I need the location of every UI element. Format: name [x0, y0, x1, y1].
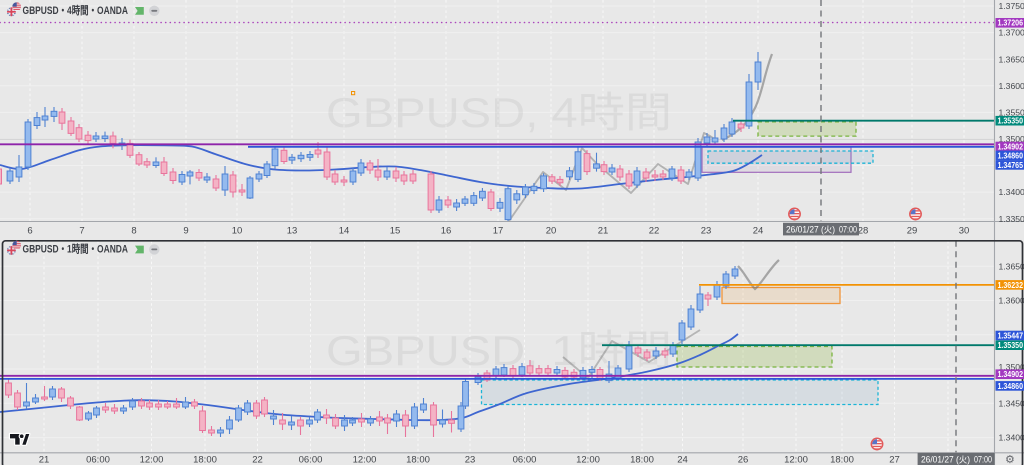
svg-text:23: 23	[701, 226, 712, 237]
svg-text:1.34860: 1.34860	[998, 151, 1024, 160]
svg-text:⚙: ⚙	[1005, 454, 1015, 465]
svg-text:1.34902: 1.34902	[998, 142, 1024, 151]
svg-text:1.35350: 1.35350	[998, 117, 1024, 126]
svg-text:1.36500: 1.36500	[999, 261, 1024, 271]
svg-text:1.37500: 1.37500	[999, 1, 1024, 11]
svg-text:1.34902: 1.34902	[998, 370, 1024, 379]
svg-text:1.36000: 1.36000	[999, 81, 1024, 91]
svg-text:21: 21	[598, 226, 609, 237]
svg-text:28: 28	[858, 226, 869, 237]
svg-text:10: 10	[232, 226, 243, 237]
svg-text:16: 16	[441, 226, 452, 237]
svg-text:8: 8	[131, 226, 136, 237]
svg-text:GBPUSD・4時間・OANDA: GBPUSD・4時間・OANDA	[23, 3, 129, 17]
svg-text:GBPUSD・1時間・OANDA: GBPUSD・1時間・OANDA	[23, 242, 129, 256]
svg-text:24: 24	[677, 455, 688, 465]
svg-text:12:00: 12:00	[784, 455, 808, 465]
svg-text:1.36000: 1.36000	[999, 296, 1024, 306]
svg-text:07:00: 07:00	[974, 454, 992, 464]
svg-text:27: 27	[889, 455, 900, 465]
svg-text:1.37206: 1.37206	[998, 19, 1024, 28]
svg-text:21: 21	[39, 455, 50, 465]
svg-text:18:00: 18:00	[193, 455, 217, 465]
svg-text:1.35500: 1.35500	[999, 108, 1024, 118]
svg-text:GBPUSD, 1時間: GBPUSD, 1時間	[326, 327, 672, 374]
svg-text:26/01/27 (火): 26/01/27 (火)	[786, 224, 835, 234]
svg-text:23: 23	[465, 455, 476, 465]
svg-text:15: 15	[390, 226, 401, 237]
svg-text:1.34500: 1.34500	[999, 398, 1024, 408]
svg-text:29: 29	[907, 226, 918, 237]
svg-text:1.35447: 1.35447	[998, 331, 1024, 340]
svg-text:1.34000: 1.34000	[999, 433, 1024, 443]
svg-text:22: 22	[252, 455, 263, 465]
svg-text:06:00: 06:00	[299, 455, 323, 465]
svg-text:1.36232: 1.36232	[998, 281, 1024, 290]
svg-text:1.37000: 1.37000	[999, 28, 1024, 38]
svg-text:26/01/27 (火): 26/01/27 (火)	[921, 454, 970, 464]
svg-text:1.35350: 1.35350	[998, 341, 1024, 350]
svg-text:7: 7	[79, 226, 84, 237]
svg-text:14: 14	[339, 226, 350, 237]
svg-text:1.34860: 1.34860	[998, 382, 1024, 391]
svg-text:12:00: 12:00	[576, 455, 600, 465]
svg-text:06:00: 06:00	[513, 455, 537, 465]
svg-text:18:00: 18:00	[406, 455, 430, 465]
svg-text:9: 9	[183, 226, 188, 237]
svg-text:18:00: 18:00	[630, 455, 654, 465]
svg-text:1.34000: 1.34000	[999, 187, 1024, 197]
svg-text:06:00: 06:00	[86, 455, 110, 465]
svg-text:26: 26	[738, 455, 749, 465]
svg-text:12:00: 12:00	[140, 455, 164, 465]
svg-text:24: 24	[753, 226, 764, 237]
svg-text:6: 6	[27, 226, 32, 237]
svg-text:1.36500: 1.36500	[999, 54, 1024, 64]
svg-text:07:00: 07:00	[839, 224, 857, 234]
svg-text:1.34765: 1.34765	[998, 161, 1024, 170]
svg-text:22: 22	[649, 226, 660, 237]
svg-text:20: 20	[546, 226, 557, 237]
svg-text:18:00: 18:00	[830, 455, 854, 465]
svg-text:GBPUSD, 4時間: GBPUSD, 4時間	[326, 89, 672, 136]
svg-text:1.35000: 1.35000	[999, 362, 1024, 372]
svg-text:1.33500: 1.33500	[999, 214, 1024, 224]
svg-text:1.35000: 1.35000	[999, 134, 1024, 144]
svg-text:30: 30	[959, 226, 970, 237]
svg-text:13: 13	[287, 226, 298, 237]
svg-text:17: 17	[493, 226, 504, 237]
svg-text:12:00: 12:00	[353, 455, 377, 465]
